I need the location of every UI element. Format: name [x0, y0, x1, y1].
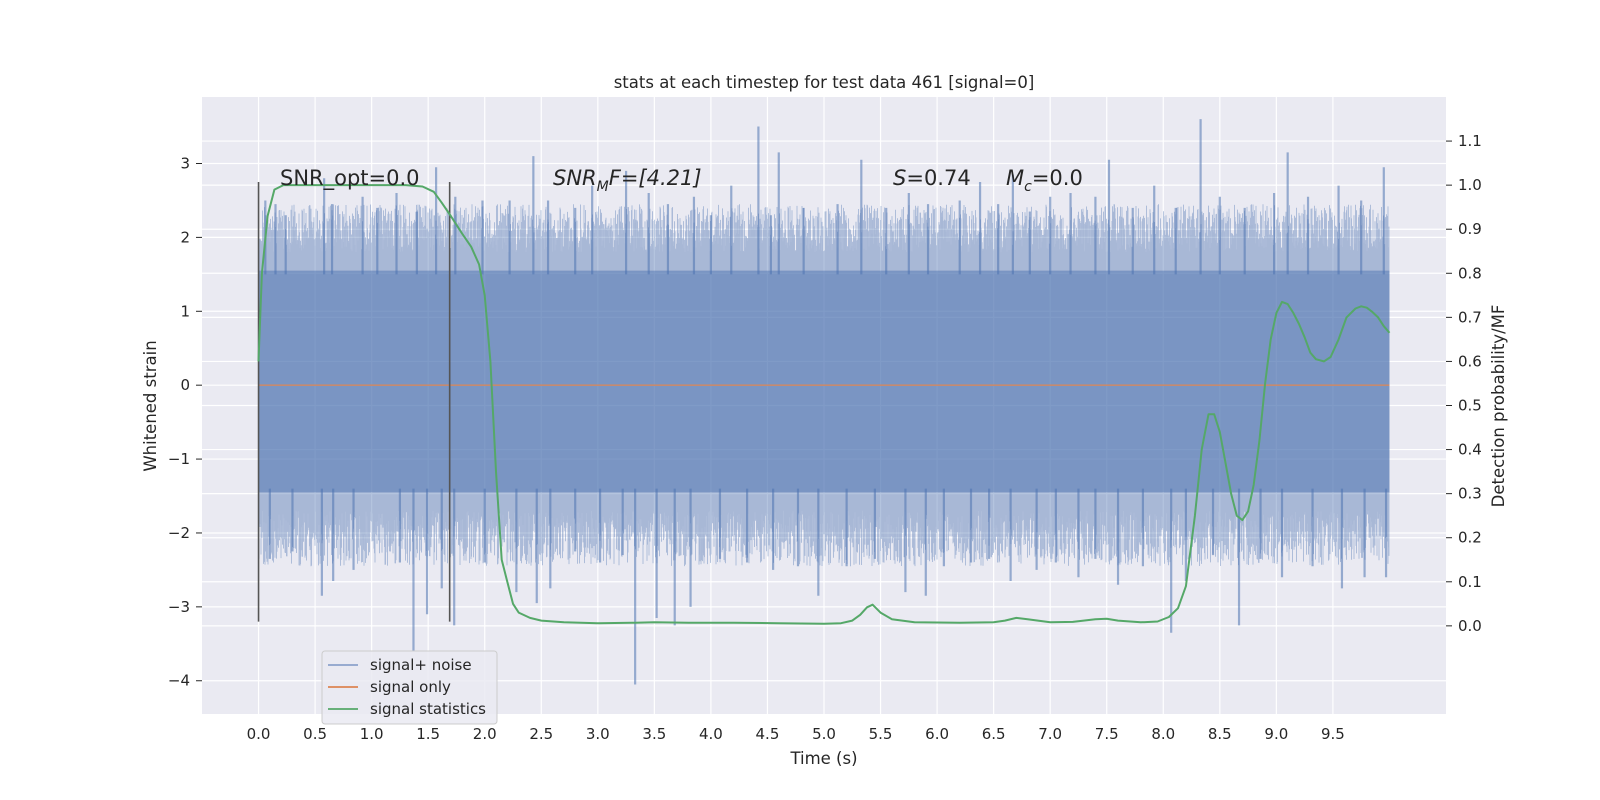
y2-tick-label: 1.1: [1458, 132, 1482, 150]
x-tick-label: 0.0: [247, 725, 271, 743]
annotation-snr-mf-base: SNR: [553, 166, 597, 190]
x-tick-label: 7.5: [1095, 725, 1119, 743]
x-tick-label: 9.0: [1264, 725, 1288, 743]
annotation-mc: Mc=0.0: [1006, 166, 1083, 195]
y-axis-label: Whitened strain: [141, 340, 160, 471]
x-tick-label: 5.0: [812, 725, 836, 743]
annotation-snr-mf: SNRMF=[4.21]: [553, 166, 702, 195]
x-tick-label: 5.5: [869, 725, 893, 743]
y2-tick-label: 0.9: [1458, 220, 1482, 238]
x-tick-label: 2.5: [529, 725, 553, 743]
legend-label-signal-noise: signal+ noise: [370, 656, 472, 674]
x-tick-label: 1.0: [360, 725, 384, 743]
x-tick-label: 6.5: [982, 725, 1006, 743]
y2-tick-label: 0.6: [1458, 352, 1482, 370]
legend-box: [321, 650, 498, 725]
noise-band: [258, 270, 1390, 493]
y2-axis-label: Detection probability/MF: [1489, 305, 1508, 508]
y2-tick-label: 0.7: [1458, 308, 1482, 326]
annotation-snr-mf-rest: F=[4.21]: [609, 166, 702, 190]
y-tick-label: 0: [180, 376, 190, 394]
y2-tick-label: 0.3: [1458, 485, 1482, 503]
y-tick-label: 2: [180, 228, 190, 246]
y-tick-label: −4: [168, 672, 190, 690]
legend-label-signal-only: signal only: [370, 678, 451, 696]
annotation-snr-opt: SNR_opt=0.0: [280, 166, 420, 191]
y-tick-label: 1: [180, 302, 190, 320]
annotation-s-var: S: [893, 166, 906, 190]
legend: signal+ noise signal only signal statist…: [321, 650, 498, 725]
x-tick-label: 1.5: [416, 725, 440, 743]
signal-statistics-series: [257, 184, 1391, 625]
annotation-s: S=0.74: [893, 166, 971, 190]
x-tick-label: 7.0: [1038, 725, 1062, 743]
y2-tick-label: 0.2: [1458, 529, 1482, 547]
y2-tick-label: 0.0: [1458, 617, 1482, 635]
x-tick-label: 6.0: [925, 725, 949, 743]
x-tick-label: 8.5: [1208, 725, 1232, 743]
x-tick-label: 3.5: [642, 725, 666, 743]
y-tick-label: −1: [168, 450, 190, 468]
y2-tick-label: 0.4: [1458, 441, 1482, 459]
x-tick-label: 4.5: [756, 725, 780, 743]
legend-label-signal-statistics: signal statistics: [370, 700, 486, 718]
x-tick-label: 0.5: [303, 725, 327, 743]
y-tick-label: 3: [180, 155, 190, 173]
y2-tick-labels: 1.1 1.0 0.9 0.8 0.7 0.6 0.5 0.4 0.3 0.2 0.1 0.0: [1446, 132, 1482, 635]
annotation-s-val: =0.74: [906, 166, 970, 190]
chart-title: stats at each timestep for test data 461…: [614, 73, 1035, 92]
signal-statistics-line: [257, 184, 1391, 625]
annotation-snr-mf-sub: M: [597, 179, 609, 195]
x-tick-labels: 0.0 0.5 1.0 1.5 2.0 2.5 3.0 3.5 4.0 4.5 5.0 5.5 6.0 6…: [247, 725, 1345, 743]
y-tick-label: −2: [168, 524, 190, 542]
y-tick-labels: 3 2 1 0 −1 −2 −3 −4: [168, 155, 202, 690]
annotation-mc-sub: c: [1024, 179, 1032, 195]
y2-tick-label: 0.8: [1458, 264, 1482, 282]
x-axis-label: Time (s): [789, 749, 857, 768]
x-tick-label: 2.0: [473, 725, 497, 743]
signal-plus-noise-series: [258, 119, 1390, 685]
y-tick-label: −3: [168, 598, 190, 616]
x-tick-label: 4.0: [699, 725, 723, 743]
y2-tick-label: 1.0: [1458, 176, 1482, 194]
x-tick-label: 3.0: [586, 725, 610, 743]
x-tick-label: 8.0: [1151, 725, 1175, 743]
x-tick-label: 9.5: [1321, 725, 1345, 743]
y2-tick-label: 0.5: [1458, 397, 1482, 415]
y2-tick-label: 0.1: [1458, 573, 1482, 591]
annotation-mc-var: M: [1006, 166, 1024, 190]
annotation-mc-val: =0.0: [1032, 166, 1083, 190]
vertical-markers: [257, 181, 451, 622]
